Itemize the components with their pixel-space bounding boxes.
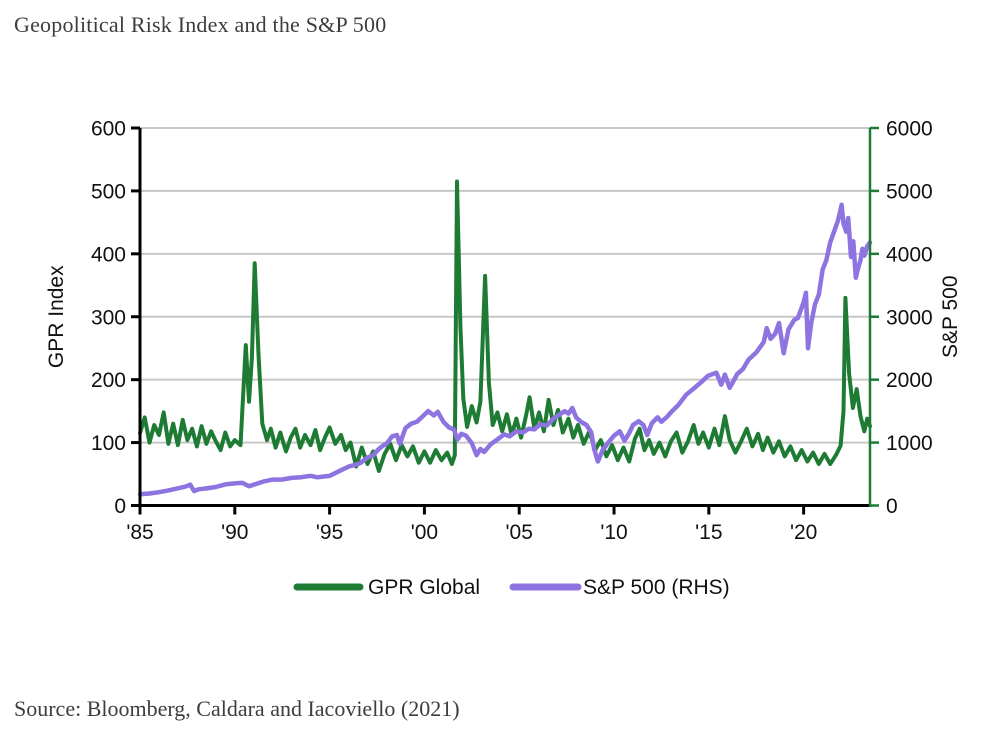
x-tick-label: '90 [221,521,248,544]
y-left-tick-label: 0 [114,495,126,518]
y-right-tick-label: 2000 [886,369,933,392]
gpr-global-line [138,179,872,473]
x-tick-label: '85 [126,521,153,544]
y-right-tick-label: 4000 [886,243,933,266]
y-left-tick-label: 600 [91,118,126,141]
y-left-tick-label: 200 [91,369,126,392]
y-left-axis-title: GPR Index [45,265,68,368]
chart-title: Geopolitical Risk Index and the S&P 500 [14,12,387,37]
s-p-500-rhs-line [137,202,873,497]
y-left-tick-label: 300 [91,306,126,329]
y-right-tick-label: 1000 [886,432,933,455]
x-axis: '85 '90 '95 '00 '05 '10 '15 '20 [126,505,817,544]
y-right-axis-title: S&P 500 [939,275,962,358]
source-note: Source: Bloomberg, Caldara and Iacoviell… [14,696,460,721]
x-tick-label: '00 [411,521,438,544]
y-right-axis: 0 1000 2000 3000 4000 5000 6000 [870,118,933,518]
y-right-tick-label: 0 [886,495,898,518]
x-tick-label: '15 [695,521,722,544]
y-left-axis: 0 100 200 300 400 500 600 [91,118,140,518]
x-tick-label: '05 [506,521,533,544]
y-left-tick-label: 500 [91,180,126,203]
y-right-tick-label: 5000 [886,180,933,203]
legend-label-gpr-global: GPR Global [368,576,480,599]
x-tick-label: '95 [316,521,343,544]
y-left-tick-label: 100 [91,432,126,455]
legend: GPR Global S&P 500 (RHS) [293,576,730,599]
y-right-tick-label: 6000 [886,118,933,141]
x-tick-label: '10 [600,521,627,544]
y-right-tick-label: 3000 [886,306,933,329]
legend-label-s-p-500-rhs: S&P 500 (RHS) [583,576,730,599]
y-left-tick-label: 400 [91,243,126,266]
x-tick-label: '20 [790,521,817,544]
